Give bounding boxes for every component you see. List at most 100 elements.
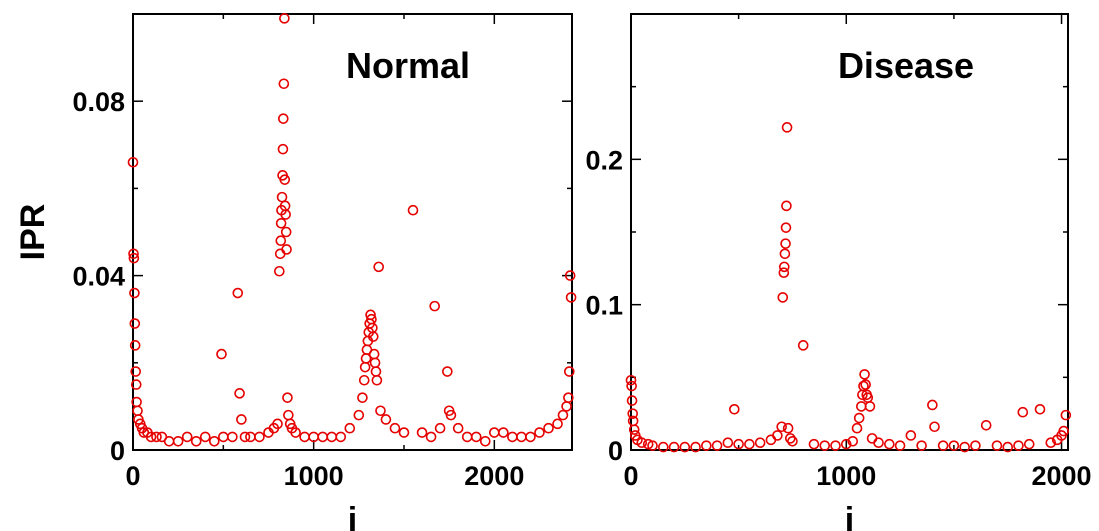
data-point xyxy=(543,422,554,434)
data-point xyxy=(626,380,637,392)
data-point xyxy=(782,422,794,434)
data-point xyxy=(772,430,783,441)
data-point xyxy=(353,409,365,421)
data-point xyxy=(218,431,229,443)
data-point xyxy=(690,441,701,453)
data-point xyxy=(335,431,347,443)
data-point xyxy=(647,440,658,451)
data-point xyxy=(132,405,143,417)
data-point xyxy=(234,388,245,399)
y-tick-label: 0.08 xyxy=(72,87,125,117)
data-point xyxy=(129,318,141,329)
data-point xyxy=(254,431,265,443)
data-point xyxy=(442,366,453,377)
data-point xyxy=(778,261,790,273)
data-point xyxy=(565,292,577,303)
data-point xyxy=(744,438,755,450)
data-point xyxy=(657,441,669,453)
data-point xyxy=(729,404,740,415)
data-point xyxy=(722,437,734,449)
data-point xyxy=(884,438,895,450)
data-point xyxy=(858,380,869,392)
data-point xyxy=(563,366,575,377)
data-point xyxy=(326,431,338,443)
data-point xyxy=(272,418,283,430)
data-point xyxy=(375,405,386,417)
data-point xyxy=(380,414,392,425)
panel-disease: 0 1000 2000 0 0.1 0.2 Disease i xyxy=(585,13,1092,531)
data-point xyxy=(283,409,294,421)
chart-title-normal: Normal xyxy=(346,45,470,86)
data-point xyxy=(489,427,500,438)
data-point xyxy=(970,440,981,451)
data-point xyxy=(991,440,1003,451)
data-point xyxy=(299,431,310,443)
data-point xyxy=(208,435,220,447)
data-point xyxy=(281,244,292,255)
data-point xyxy=(373,261,384,273)
data-point xyxy=(130,379,142,390)
data-point xyxy=(145,431,157,443)
plot-frame-normal xyxy=(132,13,573,451)
data-point xyxy=(236,414,247,425)
data-point xyxy=(776,421,787,433)
data-point xyxy=(445,409,457,421)
data-point xyxy=(275,235,287,247)
tick-labels-normal: 0 1000 2000 0 0.04 0.08 xyxy=(72,87,524,491)
data-point xyxy=(369,357,381,369)
data-point xyxy=(282,392,293,403)
data-point xyxy=(668,441,680,453)
tick-labels-disease: 0 1000 2000 0 0.1 0.2 xyxy=(585,145,1091,491)
data-point xyxy=(452,422,464,434)
data-point xyxy=(1058,425,1069,437)
data-point xyxy=(905,430,917,441)
data-point xyxy=(278,78,290,90)
data-point xyxy=(679,441,691,453)
x-tick-label: 0 xyxy=(623,461,638,491)
data-point xyxy=(434,422,446,434)
data-point xyxy=(561,401,572,412)
data-point xyxy=(628,424,640,435)
data-point xyxy=(370,366,382,377)
data-point xyxy=(797,340,809,351)
data-point xyxy=(172,435,184,447)
data-point xyxy=(866,433,878,444)
data-point xyxy=(371,374,383,386)
data-point xyxy=(274,265,285,277)
data-point xyxy=(151,431,162,443)
data-point xyxy=(959,441,970,453)
data-point xyxy=(781,122,793,133)
data-point xyxy=(239,431,251,443)
data-point xyxy=(358,374,370,386)
data-point xyxy=(367,331,379,342)
data-point xyxy=(980,419,992,431)
data-point xyxy=(181,431,193,443)
data-point xyxy=(344,422,356,434)
data-point xyxy=(368,348,380,360)
data-point xyxy=(929,421,940,433)
data-point xyxy=(856,401,867,412)
y-tick-label: 0 xyxy=(608,436,623,466)
data-point xyxy=(407,204,419,216)
data-point xyxy=(937,440,949,451)
data-point xyxy=(701,440,712,451)
data-point xyxy=(780,238,791,249)
y-tick-label: 0.1 xyxy=(585,291,623,321)
data-point xyxy=(280,209,291,220)
data-point xyxy=(1023,438,1035,450)
chart-title-disease: Disease xyxy=(838,45,974,86)
data-point xyxy=(516,431,527,443)
x-axis-label-normal: i xyxy=(348,501,357,531)
data-point xyxy=(127,156,139,168)
data-point xyxy=(461,431,473,443)
data-point xyxy=(279,174,291,185)
data-point xyxy=(778,267,790,278)
data-point xyxy=(733,438,744,450)
tick-marks-normal xyxy=(132,14,572,451)
data-point xyxy=(859,369,870,380)
data-point xyxy=(781,200,792,212)
data-point xyxy=(777,292,789,303)
data-point xyxy=(129,287,140,299)
data-point xyxy=(864,401,876,412)
